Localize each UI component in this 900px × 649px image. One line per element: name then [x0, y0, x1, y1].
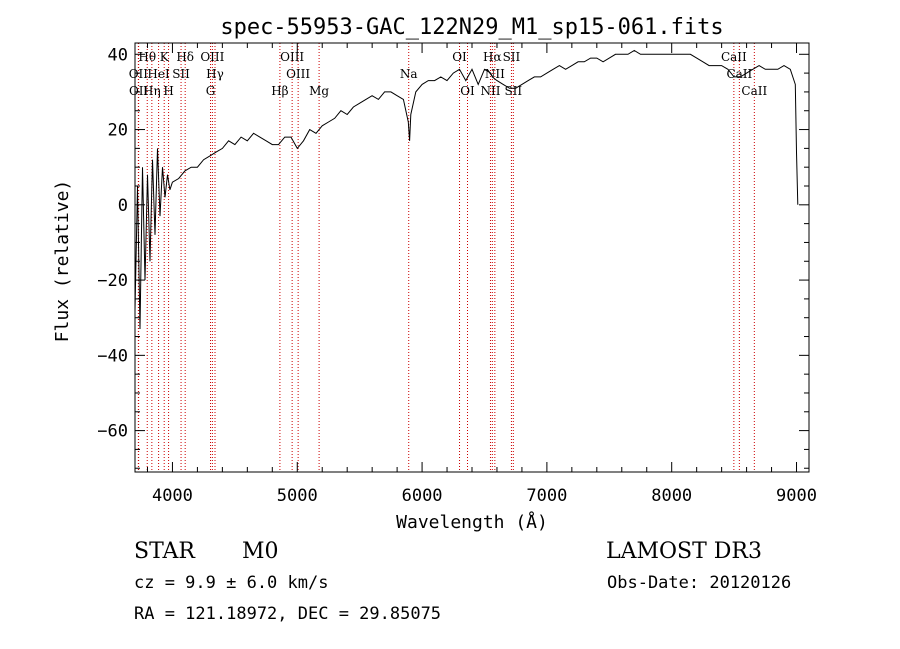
line-marker-label-20: NII	[480, 84, 500, 98]
line-marker-label-11: G	[206, 84, 216, 98]
line-marker-label-19: Hα	[483, 50, 502, 64]
y-tick-label-1: −40	[97, 346, 128, 366]
line-marker-label-8: Hδ	[176, 50, 194, 64]
plot-frame	[134, 42, 810, 473]
redshift-cz: cz = 9.9 ± 6.0 km/s	[134, 573, 329, 593]
line-markers	[137, 43, 755, 472]
line-marker-label-26: CaII	[741, 84, 767, 98]
y-axis-label: Flux (relative)	[52, 180, 73, 343]
line-marker-label-18: OI	[460, 84, 475, 98]
line-marker-label-22: SII	[503, 50, 521, 64]
line-marker-label-13: OIII	[280, 50, 304, 64]
coordinates: RA = 121.18972, DEC = 29.85075	[134, 604, 442, 624]
flux-series-line	[134, 49, 799, 330]
line-marker-label-14: OIII	[286, 67, 310, 81]
object-class: STAR	[134, 539, 195, 564]
y-tick-label-5: 40	[108, 45, 128, 65]
y-tick-label-4: 20	[108, 121, 128, 141]
line-marker-label-3: Hη	[143, 84, 161, 98]
y-tick-label-2: −20	[97, 271, 128, 291]
line-marker-label-16: Na	[400, 67, 418, 81]
line-marker-label-24: CaII	[721, 50, 747, 64]
line-marker-label-10: Hγ	[206, 67, 224, 81]
x-tick-label-3: 7000	[526, 486, 567, 506]
line-marker-label-21: NII	[485, 67, 505, 81]
line-marker-label-12: Hβ	[271, 84, 288, 98]
line-marker-label-0: Hθ	[138, 50, 156, 64]
line-marker-label-7: SII	[172, 67, 190, 81]
y-tick-label-3: 0	[118, 196, 128, 216]
x-tick-label-0: 4000	[152, 486, 193, 506]
line-marker-label-4: HeI	[147, 67, 170, 81]
x-tick-label-4: 8000	[651, 486, 692, 506]
x-tick-label-1: 5000	[277, 486, 318, 506]
survey-name: LAMOST DR3	[606, 539, 762, 564]
line-marker-label-15: Mg	[309, 84, 329, 98]
line-marker-label-25: CaII	[726, 67, 752, 81]
x-tick-label-2: 6000	[402, 486, 443, 506]
object-subclass: M0	[242, 539, 279, 564]
line-marker-label-2: OII	[129, 84, 149, 98]
x-axis-ticks: 4000 5000 6000 7000 8000 9000	[146, 43, 817, 506]
chart-title: spec-55953-GAC_122N29_M1_sp15-061.fits	[220, 15, 723, 40]
observation-date: Obs-Date: 20120126	[607, 573, 792, 593]
y-axis-ticks: −60 −40 −20 0 20 40	[97, 45, 809, 469]
x-axis-label: Wavelength (Å)	[396, 511, 548, 533]
line-marker-label-17: OI	[452, 50, 467, 64]
x-tick-label-5: 9000	[776, 486, 817, 506]
line-marker-label-5: K	[160, 50, 170, 64]
line-marker-label-9: OIII	[200, 50, 224, 64]
line-marker-label-6: H	[163, 84, 173, 98]
line-marker-label-1: OII	[129, 67, 149, 81]
y-tick-label-0: −60	[97, 422, 128, 442]
